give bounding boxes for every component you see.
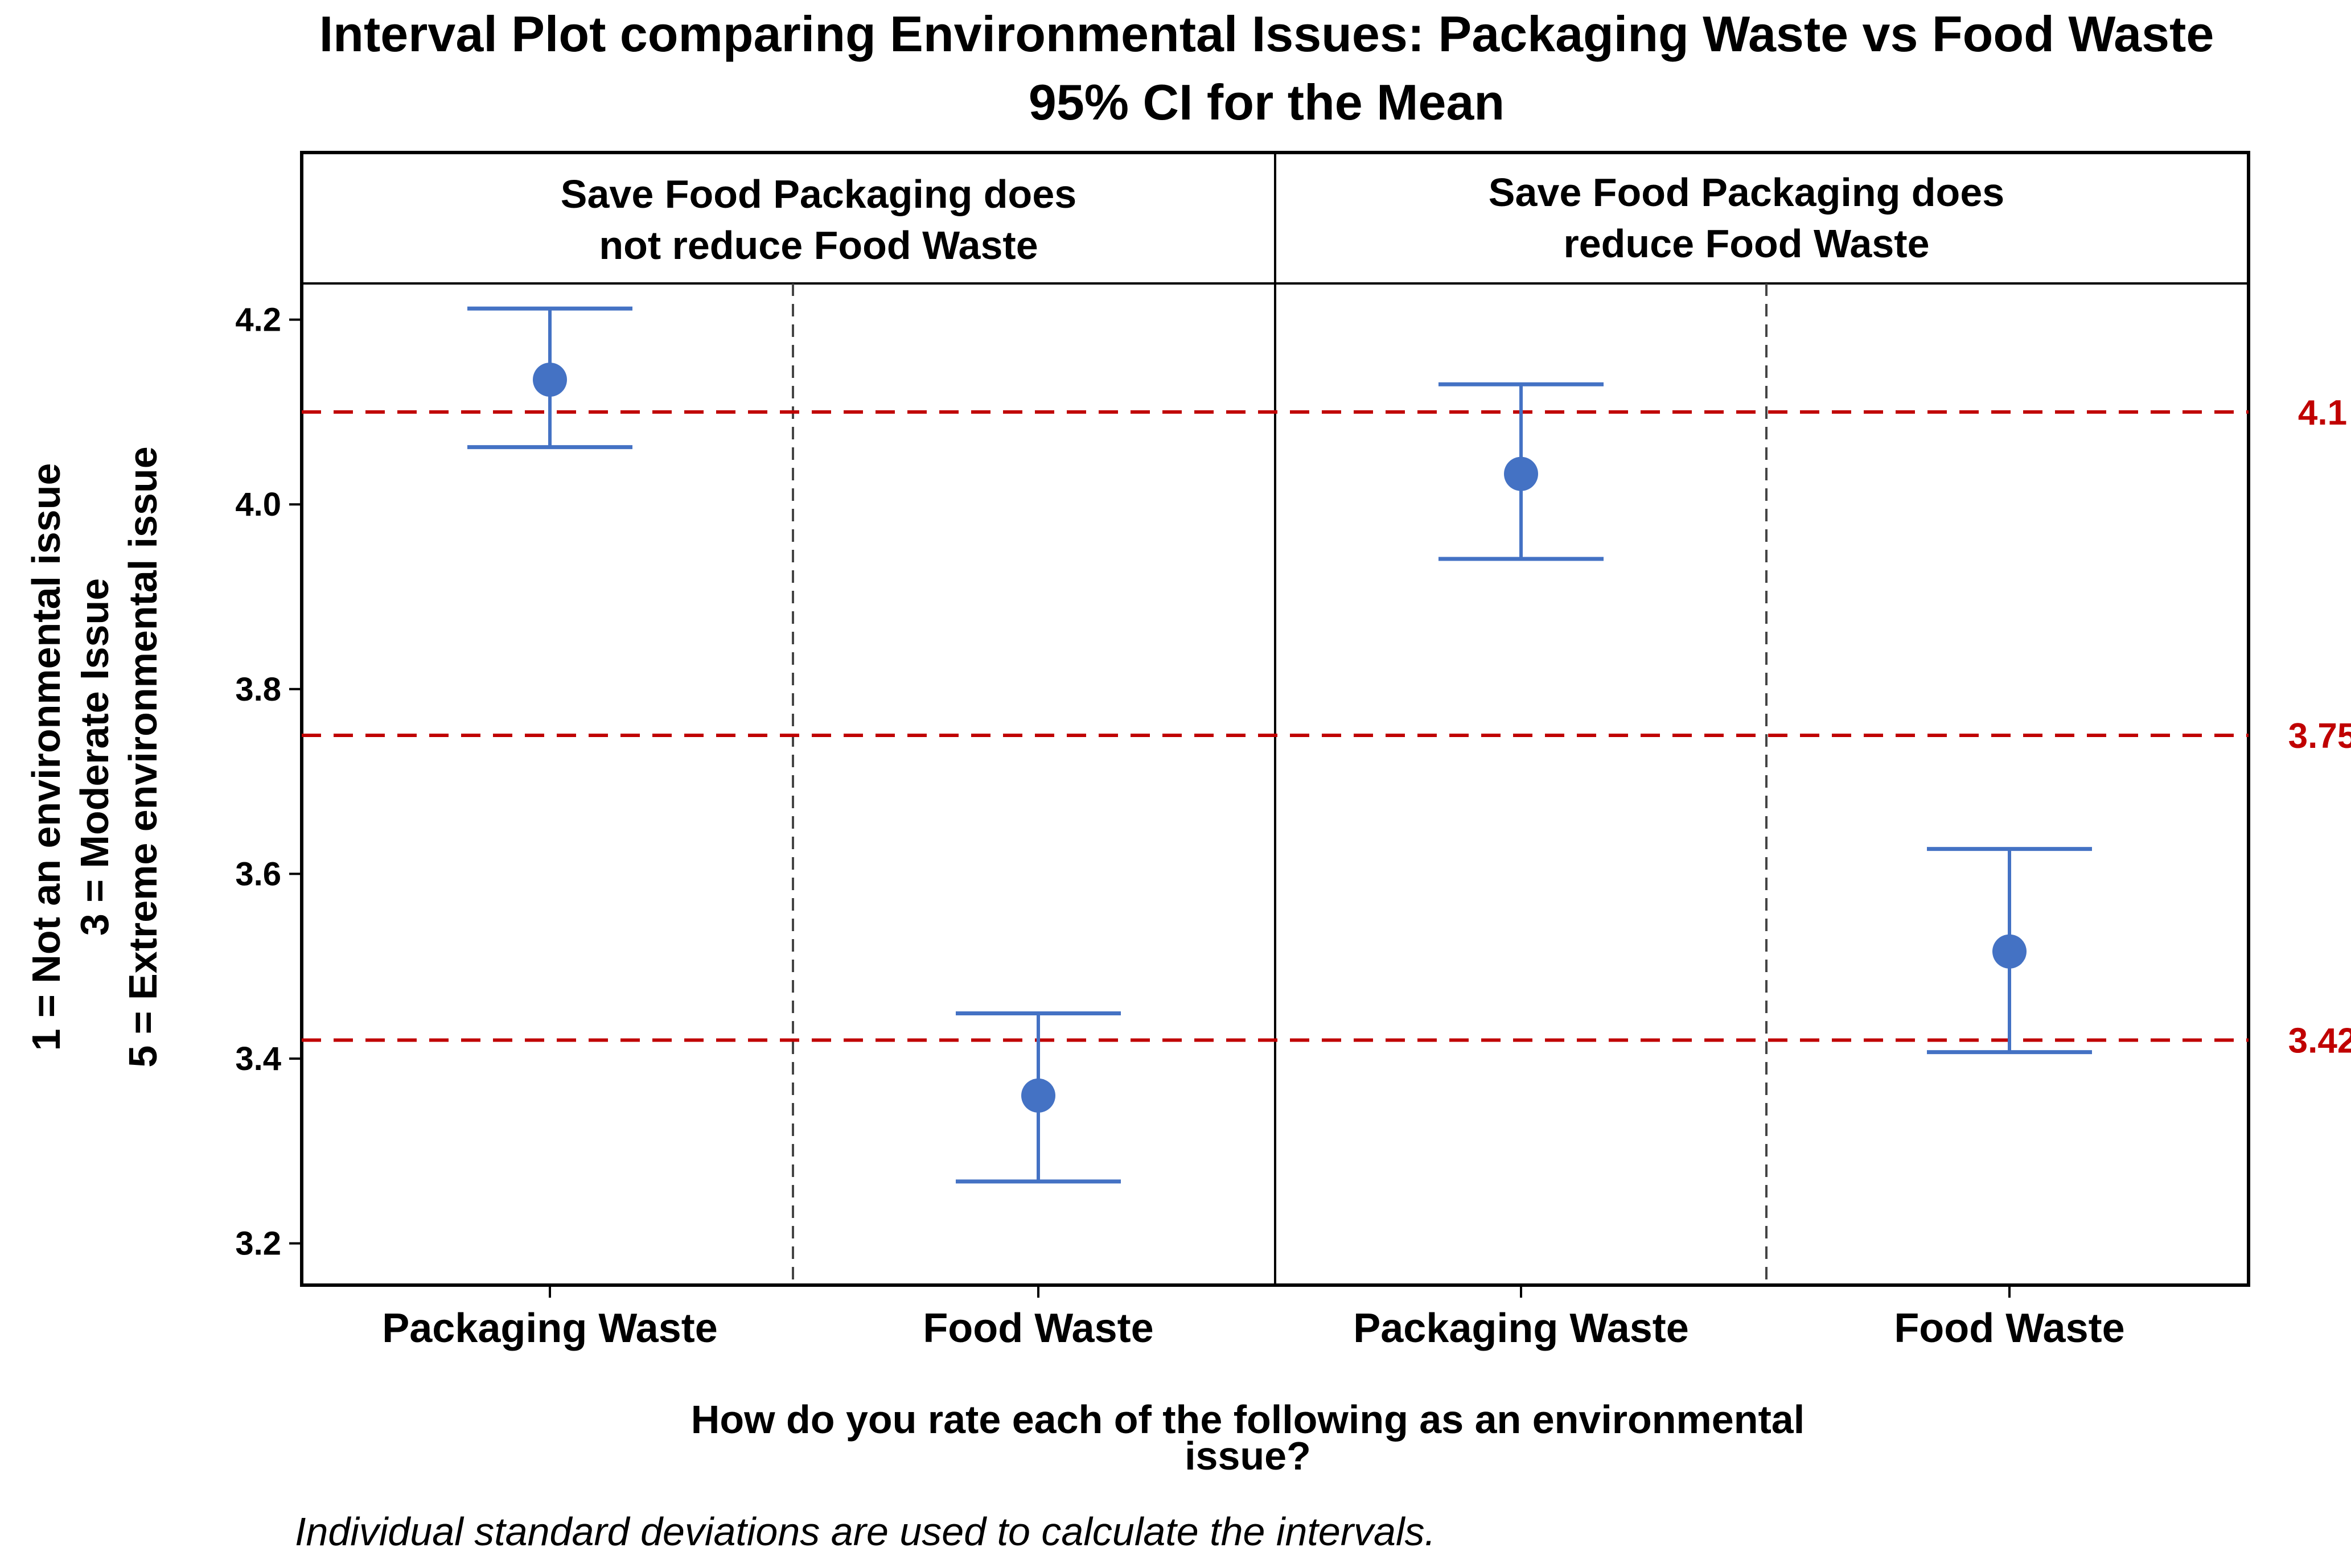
panel-2-header-line-2: reduce Food Waste — [1563, 221, 1929, 266]
panel-1-header-line-2: not reduce Food Waste — [599, 223, 1038, 267]
y-tick-label: 4.0 — [235, 486, 281, 523]
y-tick-label: 3.2 — [235, 1225, 281, 1262]
y-tick-label: 3.6 — [235, 855, 281, 892]
x-tick-label: Packaging Waste — [382, 1306, 718, 1351]
reference-line-label: 3.42 — [2288, 1022, 2351, 1061]
panel-2-header-line-1: Save Food Packaging does — [1489, 170, 2004, 215]
reference-lines: 4.1 3.75 3.42 — [302, 393, 2351, 1061]
y-tick-label: 3.4 — [235, 1040, 281, 1077]
chart-subtitle: 95% CI for the Mean — [1029, 74, 1505, 130]
x-axis-label-line-2: issue? — [1185, 1434, 1311, 1478]
interval-series — [467, 306, 2092, 1184]
plot-frame — [300, 151, 2250, 1287]
interval-mean-point — [1992, 934, 2027, 969]
y-axis-label-line-1: 1 = Not an environmental issue — [24, 463, 68, 1051]
chart-title: Interval Plot comparing Environmental Is… — [319, 6, 2214, 62]
axes: 3.2 3.4 3.6 3.8 4.0 4.2 Packaging Waste Food Wa… — [235, 302, 2124, 1351]
y-tick-label: 3.8 — [235, 671, 281, 708]
reference-line-label: 4.1 — [2298, 393, 2347, 433]
y-axis-label-line-3: 5 = Extreme environmental issue — [121, 446, 165, 1067]
x-axis-label-line-1: How do you rate each of the following as… — [691, 1397, 1805, 1442]
interval-mean-point — [1504, 456, 1538, 491]
y-tick-label: 4.2 — [235, 302, 281, 339]
interval-mean-point — [533, 363, 567, 397]
y-axis-label-line-2: 3 = Moderate Issue — [72, 578, 117, 936]
panel-1-header-line-1: Save Food Packaging does — [561, 172, 1076, 216]
footnote: Individual standard deviations are used … — [295, 1509, 1436, 1554]
x-tick-label: Packaging Waste — [1353, 1306, 1689, 1351]
x-tick-label: Food Waste — [1894, 1306, 2124, 1351]
x-tick-label: Food Waste — [923, 1306, 1153, 1351]
interval-mean-point — [1021, 1078, 1055, 1113]
reference-line-label: 3.75 — [2288, 717, 2351, 756]
